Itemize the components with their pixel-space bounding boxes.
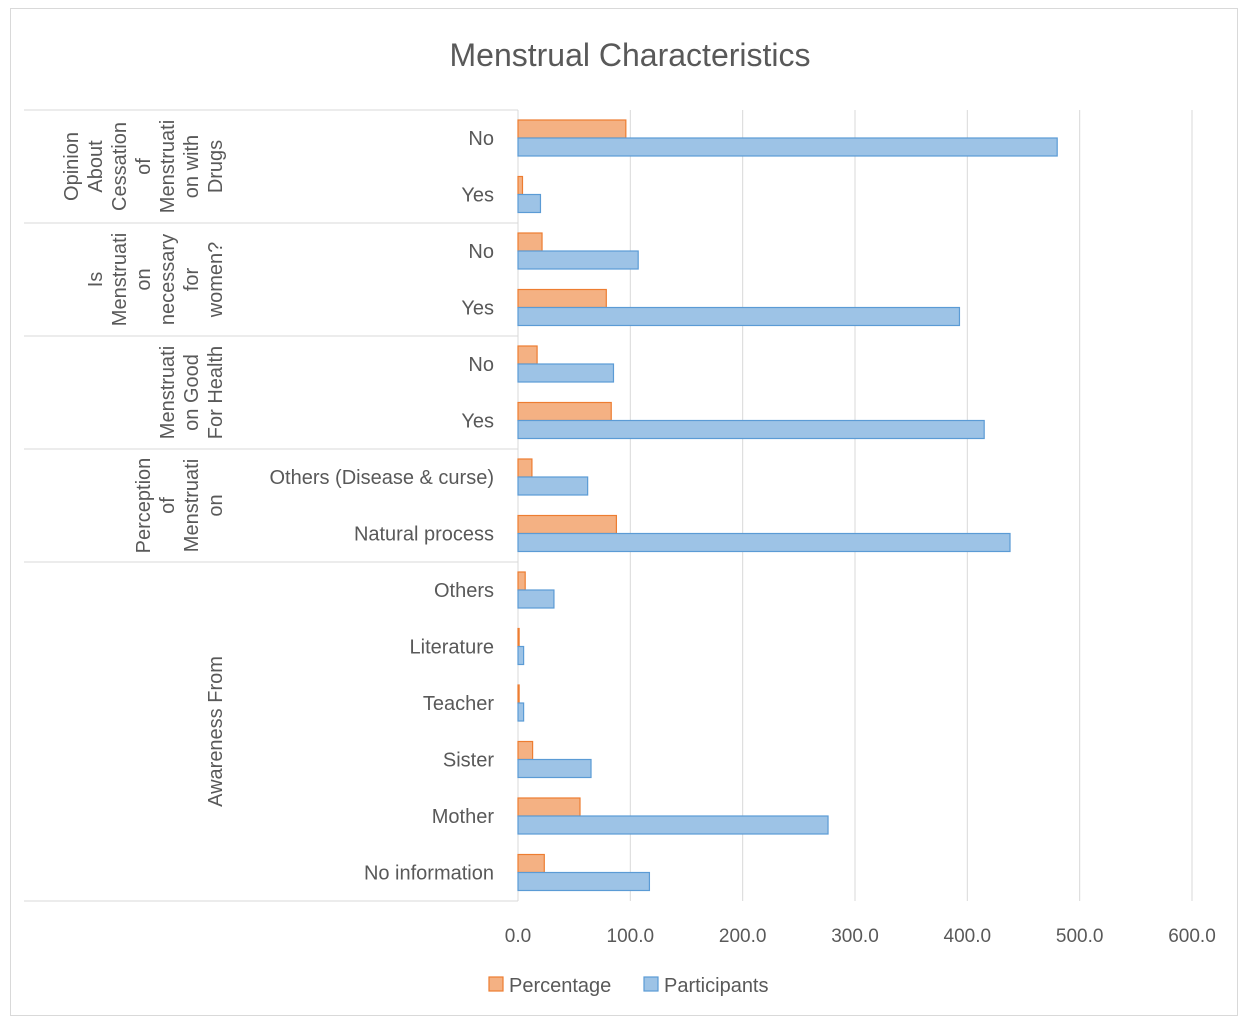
group-label-line: Menstruati	[157, 120, 179, 213]
bar-participants	[517, 871, 651, 892]
chart-title: Menstrual Characteristics	[450, 37, 811, 73]
category-label: No information	[364, 863, 494, 885]
x-tick-label: 0.0	[505, 926, 531, 947]
bar-percentage	[517, 853, 545, 874]
x-tick-label: 300.0	[831, 926, 879, 947]
bar-percentage	[517, 684, 520, 704]
group-label-line: Menstruati	[157, 346, 179, 439]
chart-frame	[10, 8, 1238, 1016]
group-label-line: for	[181, 267, 203, 291]
group-label-line: women?	[205, 242, 227, 319]
bar-participants	[517, 306, 961, 327]
group-label-line: necessary	[157, 234, 179, 325]
legend-label: Participants	[664, 975, 769, 997]
bar-percentage	[517, 740, 534, 761]
category-label: Yes	[461, 298, 494, 320]
group-label-line: on	[205, 494, 227, 516]
x-tick-label: 600.0	[1168, 926, 1216, 947]
group-label-line: of	[157, 497, 179, 514]
group-label: Opinion About Cessation of Menstruati on with…	[61, 120, 227, 213]
group-label-line: About	[85, 140, 107, 193]
category-label: No	[468, 354, 494, 376]
group-label-line: on Good	[181, 354, 203, 431]
bar-percentage	[517, 401, 612, 422]
group-label-line: Drugs	[205, 140, 227, 193]
category-label: Mother	[432, 806, 495, 828]
group-label-line: on with	[181, 135, 203, 198]
group-label-line: on	[133, 268, 155, 290]
bar-participants	[517, 758, 592, 779]
bar-participants	[517, 702, 525, 722]
legend-swatch-percentage	[488, 976, 504, 992]
x-tick-label: 400.0	[944, 926, 992, 947]
category-label: Yes	[461, 411, 494, 433]
group-label: Is Menstruati on necessary for women?	[85, 233, 227, 326]
bar-percentage	[517, 514, 618, 535]
category-label: No	[468, 128, 494, 150]
bar-percentage	[517, 458, 533, 478]
group-label: Perception of Menstruati on	[133, 458, 227, 554]
group-label-line: For Health	[205, 346, 227, 439]
category-label: Sister	[443, 750, 494, 772]
bar-percentage	[517, 345, 538, 365]
x-tick-label: 500.0	[1056, 926, 1104, 947]
legend-swatch-participants	[643, 976, 659, 992]
category-label: Teacher	[423, 693, 494, 715]
bar-percentage	[517, 119, 627, 139]
group-label: Awareness From	[205, 656, 227, 807]
bar-participants	[517, 250, 639, 270]
bar-participants	[517, 363, 615, 383]
bar-participants	[517, 476, 589, 496]
bar-percentage	[517, 288, 607, 309]
category-label: No	[468, 241, 494, 263]
bar-participants	[517, 193, 542, 214]
bar-participants	[517, 137, 1058, 157]
bar-participants	[517, 815, 829, 835]
bar-percentage	[517, 627, 520, 648]
category-label: Others (Disease & curse)	[269, 467, 494, 489]
bar-participants	[517, 419, 985, 440]
group-label-line: Menstruati	[109, 233, 131, 326]
bar-participants	[517, 645, 525, 666]
category-label: Literature	[410, 637, 495, 659]
bar-percentage	[517, 175, 524, 196]
category-label: Others	[434, 580, 494, 602]
group-label: Menstruati on Good For Health	[157, 346, 227, 439]
bar-percentage	[517, 571, 526, 591]
group-label-line: Awareness From	[205, 656, 227, 807]
bar-percentage	[517, 232, 543, 252]
x-tick-label: 200.0	[719, 926, 767, 947]
bar-participants	[517, 589, 555, 609]
category-label: Yes	[461, 185, 494, 207]
group-label-line: Perception	[133, 458, 155, 554]
group-label-line: Opinion	[61, 132, 83, 201]
legend-label: Percentage	[509, 975, 611, 997]
group-label-line: Is	[85, 272, 107, 288]
group-label-line: Menstruati	[181, 459, 203, 552]
bar-participants	[517, 532, 1011, 553]
x-tick-label: 100.0	[607, 926, 655, 947]
category-label: Natural process	[354, 524, 494, 546]
bar-percentage	[517, 797, 581, 817]
group-label-line: Cessation	[109, 122, 131, 211]
group-label-line: of	[133, 158, 155, 175]
